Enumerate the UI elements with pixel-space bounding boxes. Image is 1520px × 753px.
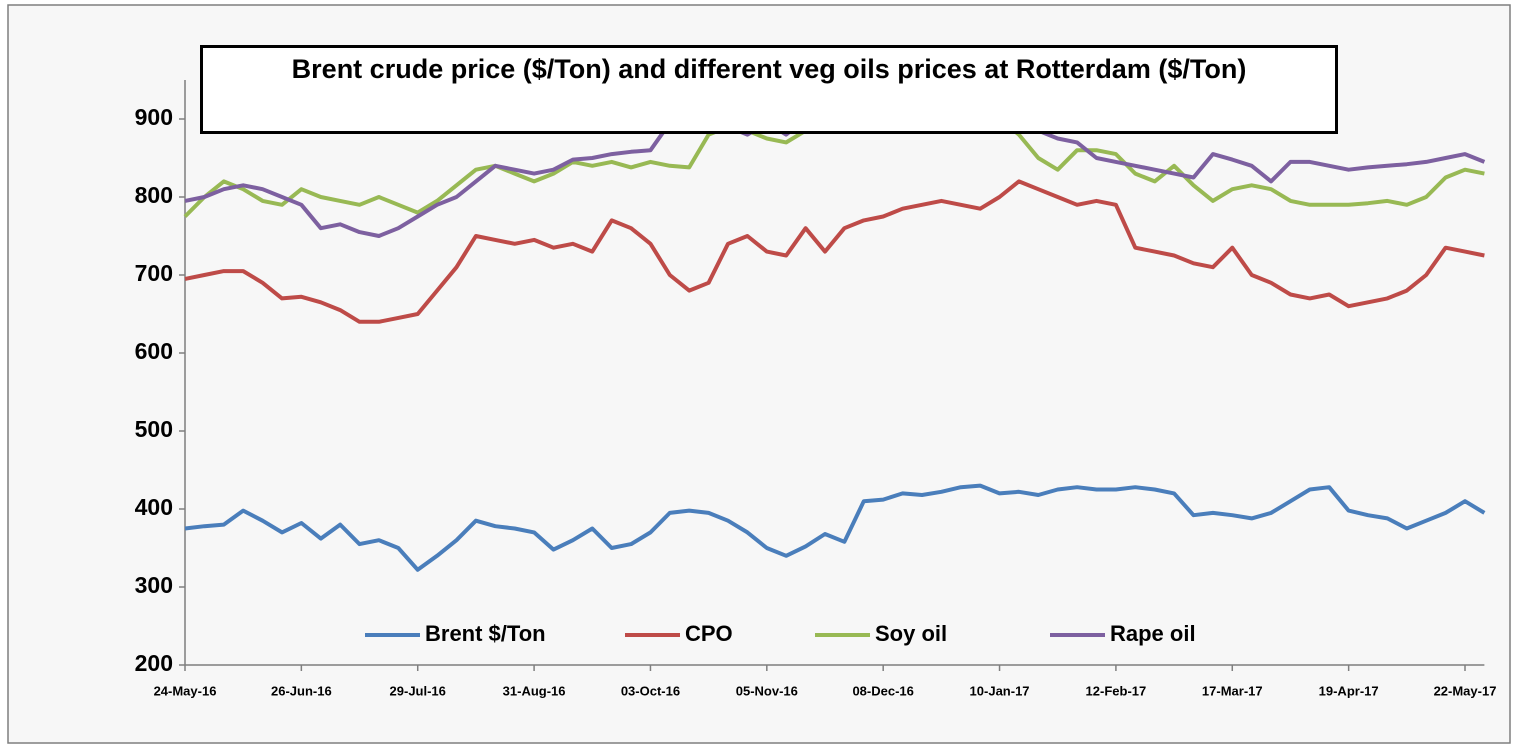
legend-label: Soy oil bbox=[875, 621, 947, 646]
y-tick-label: 500 bbox=[135, 416, 173, 442]
x-tick-label: 19-Apr-17 bbox=[1319, 683, 1379, 698]
x-tick-label: 12-Feb-17 bbox=[1086, 683, 1147, 698]
x-tick-label: 05-Nov-16 bbox=[736, 683, 798, 698]
x-tick-label: 31-Aug-16 bbox=[503, 683, 566, 698]
y-tick-label: 900 bbox=[135, 104, 173, 130]
legend-label: Brent $/Ton bbox=[425, 621, 546, 646]
x-tick-label: 26-Jun-16 bbox=[271, 683, 332, 698]
series-line bbox=[184, 179, 1485, 324]
legend-label: Rape oil bbox=[1110, 621, 1196, 646]
y-tick-label: 300 bbox=[135, 572, 173, 598]
series-line bbox=[184, 483, 1486, 572]
legend-label: CPO bbox=[685, 621, 733, 646]
y-tick-label: 200 bbox=[135, 650, 173, 676]
x-tick-label: 03-Oct-16 bbox=[621, 683, 680, 698]
y-tick-label: 400 bbox=[135, 494, 173, 520]
x-tick-label: 29-Jul-16 bbox=[390, 683, 446, 698]
x-tick-label: 22-May-17 bbox=[1434, 683, 1497, 698]
x-tick-label: 17-Mar-17 bbox=[1202, 683, 1263, 698]
y-tick-label: 700 bbox=[135, 260, 173, 286]
x-tick-label: 08-Dec-16 bbox=[852, 683, 913, 698]
chart-title: Brent crude price ($/Ton) and different … bbox=[200, 45, 1338, 134]
x-tick-label: 10-Jan-17 bbox=[970, 683, 1030, 698]
y-tick-label: 600 bbox=[135, 338, 173, 364]
x-tick-label: 24-May-16 bbox=[154, 683, 217, 698]
y-tick-label: 800 bbox=[135, 182, 173, 208]
